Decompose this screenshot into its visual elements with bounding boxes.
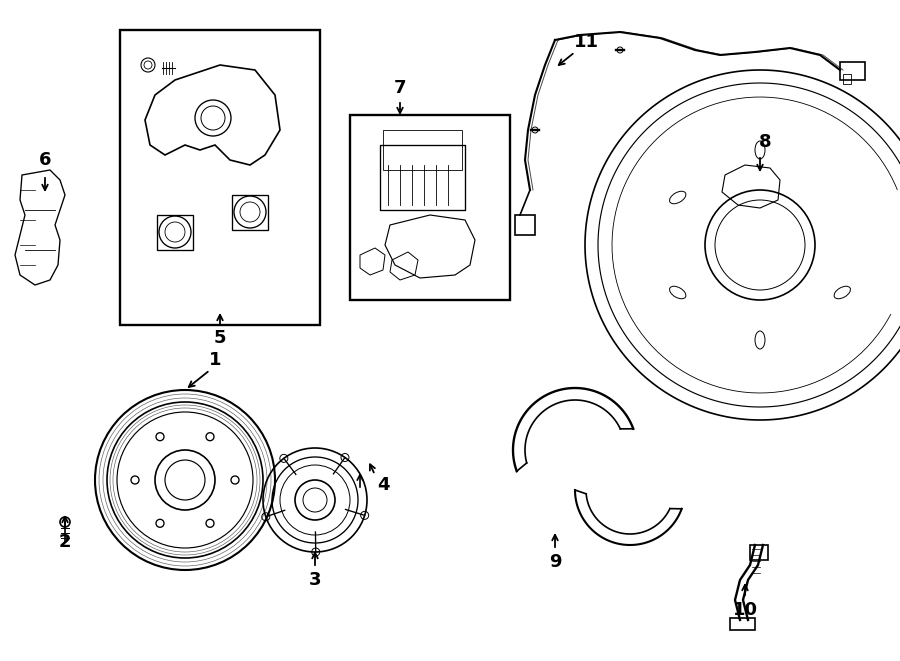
Bar <box>232 195 268 230</box>
Text: 2: 2 <box>58 533 71 551</box>
Bar <box>750 545 768 560</box>
Text: 9: 9 <box>549 553 562 571</box>
Text: 10: 10 <box>733 601 758 619</box>
Bar <box>380 145 465 210</box>
Text: 6: 6 <box>39 151 51 169</box>
Bar <box>157 215 193 250</box>
Bar <box>515 215 535 235</box>
Text: 1: 1 <box>209 351 221 369</box>
Bar <box>120 30 320 325</box>
Text: 7: 7 <box>394 79 406 97</box>
Bar <box>350 115 510 300</box>
Bar <box>843 74 851 84</box>
Text: 11: 11 <box>573 33 598 51</box>
Text: 8: 8 <box>759 133 771 151</box>
Bar <box>383 130 462 170</box>
Bar <box>730 618 755 630</box>
Text: 5: 5 <box>214 329 226 347</box>
Bar <box>840 62 865 80</box>
Text: 3: 3 <box>309 571 321 589</box>
Text: 4: 4 <box>377 476 389 494</box>
